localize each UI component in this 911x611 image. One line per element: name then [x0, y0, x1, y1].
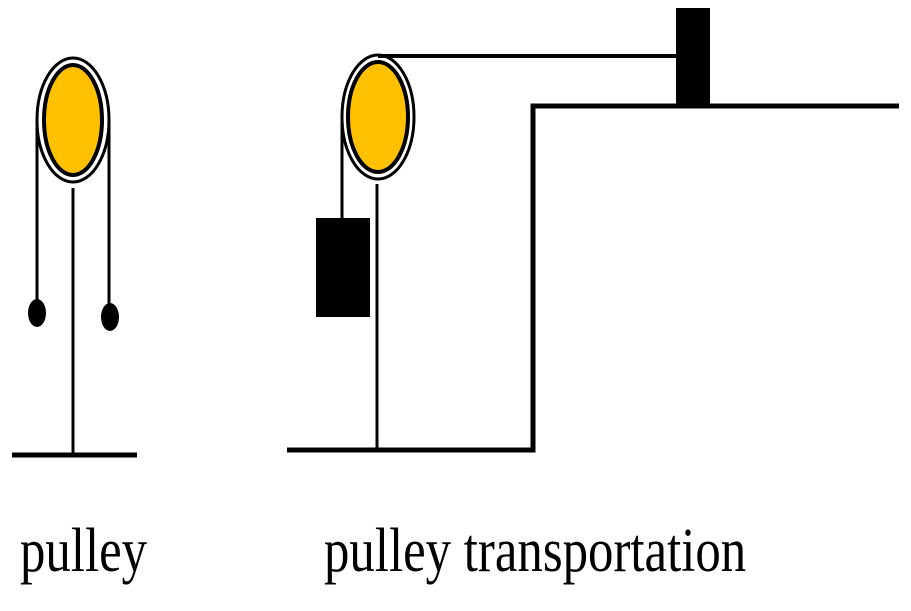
caption-pulley: pulley	[20, 517, 148, 585]
simple-pulley-left-weight	[28, 299, 46, 327]
transport-pulley-wheel	[346, 60, 410, 174]
transport-pulley	[287, 8, 899, 453]
transport-ledge-block	[676, 8, 710, 107]
simple-pulley-right-weight	[101, 303, 119, 331]
transport-ground	[287, 103, 899, 453]
transport-hanging-load	[316, 218, 370, 317]
simple-pulley	[12, 56, 137, 458]
caption-pulley-transportation: pulley transportation	[324, 517, 747, 585]
simple-pulley-wheel	[42, 63, 104, 177]
